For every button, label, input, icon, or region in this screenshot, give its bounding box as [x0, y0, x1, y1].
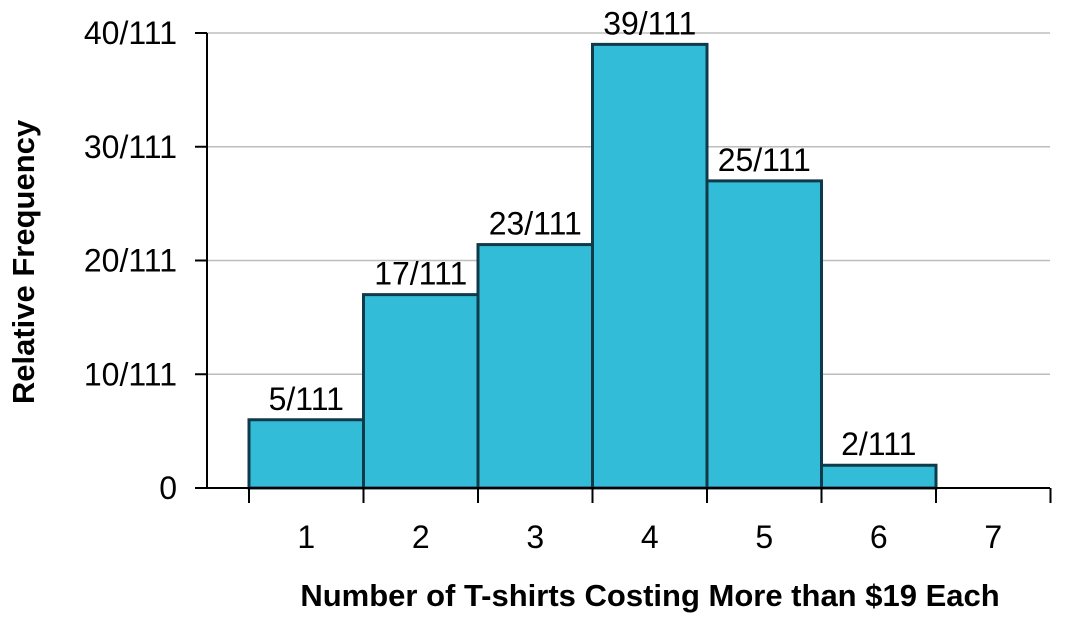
axes [206, 33, 1050, 489]
data-label-4: 39/111 [603, 5, 696, 41]
bar-4 [591, 42, 709, 490]
data-label-2: 17/111 [374, 256, 467, 292]
data-label-3: 23/111 [489, 206, 582, 242]
y-tick-label: 20/111 [84, 243, 177, 279]
x-tick-label-1: 1 [297, 519, 315, 555]
x-tick-label-2: 2 [412, 519, 430, 555]
y-axis-title: Relative Frequency [6, 119, 41, 404]
x-tick-label-7: 7 [984, 519, 1002, 555]
x-tick-label-4: 4 [641, 519, 659, 555]
bar-2 [362, 293, 480, 490]
y-axis-ticks: 0 10/111 20/111 30/111 40/111 [84, 15, 207, 506]
data-labels: 5/111 17/111 23/111 39/111 25/111 2/111 [269, 5, 917, 462]
y-tick-label: 30/111 [84, 129, 177, 165]
x-tick-label-6: 6 [870, 519, 888, 555]
bar-3 [476, 243, 594, 490]
bars [247, 42, 938, 490]
y-tick-label: 0 [159, 470, 177, 506]
bar-6 [820, 463, 938, 490]
data-label-5: 25/111 [718, 142, 811, 178]
x-axis-title: Number of T-shirts Costing More than $19… [300, 578, 999, 613]
bar-5 [705, 179, 823, 490]
x-tick-label-3: 3 [526, 519, 544, 555]
data-label-1: 5/111 [269, 381, 344, 417]
y-tick-label: 10/111 [84, 356, 177, 392]
bar-1 [247, 418, 365, 490]
data-label-6: 2/111 [841, 426, 916, 462]
x-tick-label-5: 5 [755, 519, 773, 555]
x-axis-ticks: 1 2 3 4 5 6 7 [248, 488, 1052, 555]
y-tick-label: 40/111 [84, 15, 177, 51]
